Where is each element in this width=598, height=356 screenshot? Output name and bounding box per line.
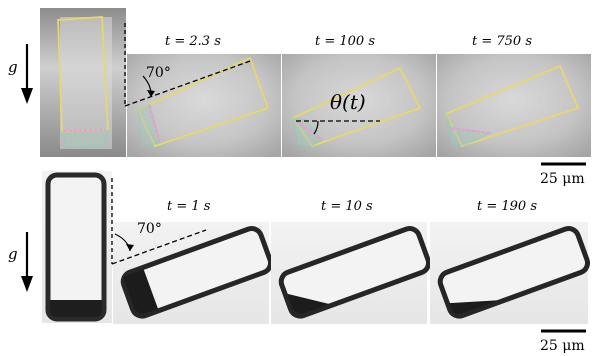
top-time-label-1: t = 2.3 s — [165, 34, 221, 49]
theta-label: θ(t) — [330, 90, 366, 114]
bottom-panel-t1 — [113, 222, 274, 324]
bottom-panel-initial — [42, 171, 112, 323]
bottom-tilt-guide — [111, 178, 207, 265]
top-panel-t3 — [437, 54, 591, 157]
top-tilt-angle-label: 70° — [146, 65, 171, 81]
bottom-panel-t3 — [430, 222, 591, 324]
top-time-label-2: t = 100 s — [315, 34, 375, 49]
bottom-gravity-arrow — [21, 232, 33, 292]
bottom-scale-bar-label: 25 μm — [540, 338, 585, 354]
top-tilt-guide — [124, 23, 254, 107]
bottom-time-label-1: t = 1 s — [167, 199, 211, 214]
top-scale-bar-label: 25 μm — [540, 171, 585, 187]
bottom-panel-t2 — [271, 222, 432, 324]
bottom-gravity-label: g — [8, 245, 18, 263]
bottom-tilt-angle-label: 70° — [137, 221, 162, 237]
top-time-label-3: t = 750 s — [472, 34, 532, 49]
bottom-time-label-3: t = 190 s — [477, 199, 537, 214]
top-gravity-label: g — [8, 58, 18, 76]
top-panel-t2 — [282, 54, 436, 157]
top-panel-t1 — [127, 54, 281, 157]
top-gravity-arrow — [21, 44, 33, 104]
top-panel-initial — [40, 8, 126, 157]
bottom-time-label-2: t = 10 s — [321, 199, 373, 214]
